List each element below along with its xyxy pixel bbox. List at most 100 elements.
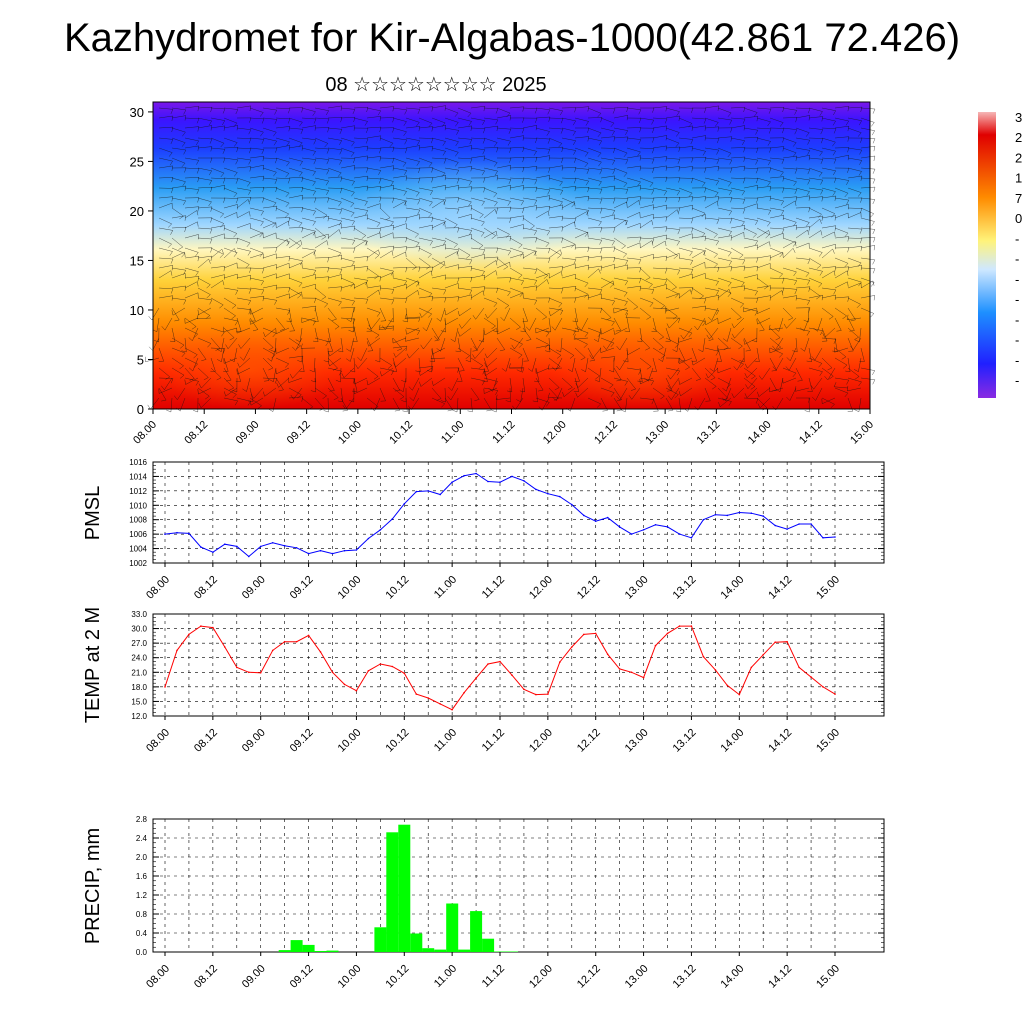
wind-barb (600, 107, 616, 110)
wind-barb (327, 317, 340, 327)
wind-barb (743, 157, 758, 161)
wind-barb (379, 250, 393, 259)
wind-barb (418, 237, 433, 242)
wind-barb (759, 397, 771, 409)
wind-barb (769, 247, 784, 254)
wind-barb (418, 106, 433, 109)
y-tick-label: 0 (137, 402, 144, 417)
wind-barbs (145, 105, 876, 413)
wind-barb (627, 347, 641, 356)
wind-barb (275, 137, 290, 143)
wind-barb (769, 290, 782, 299)
wind-barb-flag (847, 136, 850, 142)
data-point (343, 549, 346, 552)
wind-barb (587, 237, 602, 241)
wind-barb (275, 107, 291, 109)
wind-barb-flag (813, 328, 818, 332)
wind-barb-flag (300, 129, 304, 134)
data-point (176, 649, 178, 652)
wind-barb-flag (587, 106, 590, 112)
wind-barb-flag (197, 309, 199, 315)
wind-barb-flag (756, 319, 758, 325)
wind-barb-flag (518, 354, 523, 359)
wind-barb (683, 327, 693, 340)
wind-barb-flag (365, 299, 369, 304)
wind-barb (470, 337, 478, 351)
wind-barb (678, 166, 693, 169)
wind-barb-flag (376, 312, 381, 317)
data-point (499, 660, 501, 663)
wind-barb-flag (444, 297, 447, 303)
wind-barb-flag (781, 210, 785, 216)
colorbar-label: 2 (1015, 130, 1022, 145)
wind-barb-flag (756, 148, 759, 153)
wind-barb-flag (379, 371, 382, 377)
wind-barb-flag (339, 160, 343, 165)
wind-barb-flag (597, 132, 602, 137)
wind-barb-flag (353, 307, 356, 313)
wind-barb-flag (455, 350, 461, 353)
wind-barb-flag (496, 256, 499, 262)
wind-barb-flag (196, 189, 200, 195)
wind-barb-flag (171, 196, 174, 202)
wind-barb (730, 117, 746, 120)
wind-barb-flag (547, 109, 551, 115)
wind-barb (184, 177, 200, 179)
wind-barb-flag (560, 249, 563, 255)
wind-barb (535, 137, 551, 140)
wind-barb-flag (193, 363, 198, 368)
wind-barb-flag (853, 369, 859, 372)
wind-barb (246, 377, 251, 392)
wind-barb-flag (500, 317, 505, 321)
wind-barb (782, 127, 797, 130)
wind-barb (158, 217, 172, 225)
wind-barb (860, 217, 875, 222)
wind-barb (264, 387, 277, 397)
wind-barb (821, 137, 836, 143)
wind-barb (730, 187, 745, 192)
wind-barb (834, 236, 849, 239)
wind-barb-flag (668, 395, 672, 400)
wind-barb-flag (457, 251, 459, 257)
wind-barb-flag (441, 122, 446, 127)
wind-barb (613, 257, 628, 261)
wind-barb (262, 377, 278, 379)
wind-barb-flag (394, 390, 400, 392)
wind-barb-flag (626, 264, 628, 270)
wind-barb-flag (223, 266, 226, 272)
wind-barb (197, 125, 212, 129)
x-tick-label: 10.12 (383, 963, 411, 991)
y-tick-label: 1006 (129, 530, 147, 539)
wind-barb-flag (183, 109, 187, 115)
wind-barb (860, 347, 865, 362)
wind-barb (717, 147, 732, 154)
wind-barb (782, 295, 797, 299)
wind-barb-flag (600, 227, 603, 233)
wind-barb-flag (728, 289, 731, 295)
wind-barb (496, 247, 511, 252)
wind-barb (405, 117, 420, 123)
wind-barb (600, 157, 615, 161)
wind-barb-flag (259, 233, 264, 238)
colorbar-label: - (1015, 312, 1019, 327)
wind-barb-flag (403, 121, 407, 126)
wind-barb (574, 117, 589, 122)
wind-barb-flag (300, 343, 303, 349)
wind-barb (444, 137, 459, 142)
wind-barb (587, 187, 603, 190)
wind-barb (769, 227, 785, 230)
wind-barb-flag (443, 158, 447, 164)
wind-barb (496, 297, 509, 306)
wind-barb-flag (821, 196, 824, 202)
wind-barb (574, 347, 586, 358)
wind-barb-flag (702, 321, 706, 327)
y-tick-label: 27.0 (131, 639, 147, 648)
wind-barb (639, 220, 652, 229)
wind-barb (574, 136, 589, 139)
wind-barb (548, 117, 564, 119)
data-point (295, 547, 298, 549)
wind-barb-flag (856, 304, 861, 308)
wind-barb (210, 217, 224, 224)
wind-barb (288, 257, 303, 262)
wind-barb (288, 291, 302, 299)
